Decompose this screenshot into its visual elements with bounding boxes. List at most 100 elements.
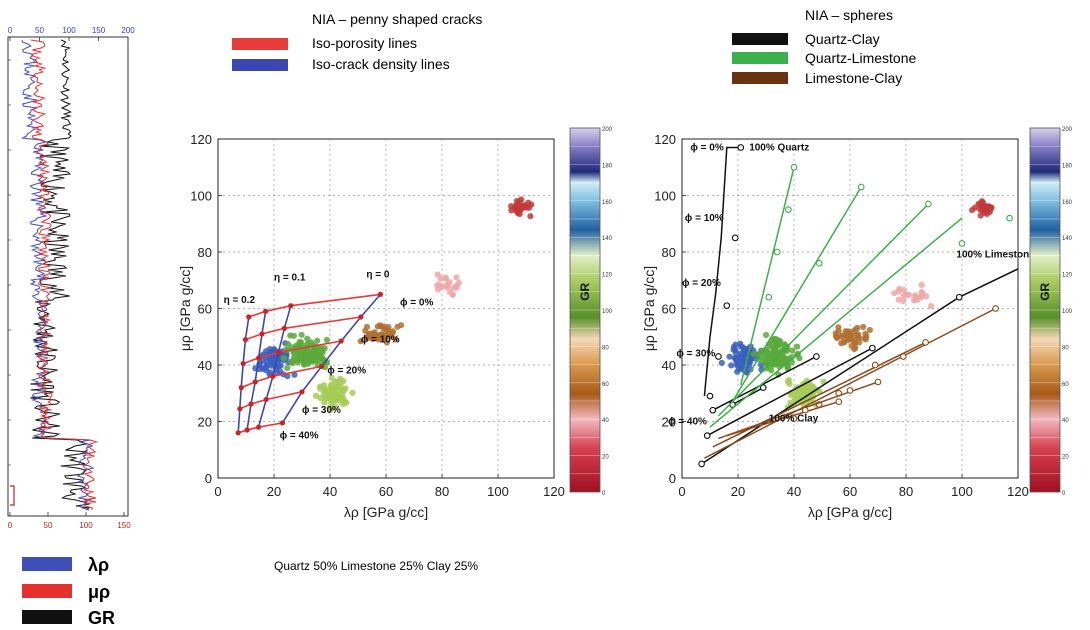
scatter-point-mid	[312, 348, 319, 355]
scatter-point-shallow	[277, 362, 284, 369]
y-tick-label: 20	[662, 415, 676, 430]
scatter-point-dense	[986, 208, 993, 216]
colorbar-tick-label: 160	[1062, 200, 1073, 206]
log-top-tick-label: 200	[121, 26, 135, 35]
scatter-point-cemented	[914, 296, 921, 303]
scatter-point-shallow	[734, 368, 741, 375]
scatter-point-limestone	[838, 340, 845, 347]
mixing-line-marker	[835, 398, 843, 406]
scatter-point-limestone	[386, 331, 393, 338]
y-tick-label: 120	[654, 132, 676, 147]
colorbar-tick-label: 60	[602, 382, 609, 388]
mu-rho-curve	[30, 39, 99, 511]
y-axis-label: μρ [GPa g/cc]	[177, 266, 193, 351]
iso-porosity-node	[256, 355, 262, 361]
iso-crack-density-line	[237, 316, 250, 433]
scatter-point-limestone	[380, 325, 387, 332]
plot-annotation: ϕ = 40%	[280, 430, 319, 441]
mixing-line	[709, 217, 963, 428]
lambda-rho-curve	[20, 39, 95, 511]
legend-swatch-lambda-rho	[22, 557, 72, 571]
iso-porosity-node	[288, 303, 294, 309]
y-tick-label: 80	[198, 245, 212, 260]
well-log-panel: 0 50 100 150 200 0 50 100 150 λρ μρ GR	[7, 26, 135, 628]
mixing-line-marker	[871, 361, 879, 369]
scatter-point-tight	[320, 390, 327, 397]
scatter-point-mid	[767, 350, 775, 357]
scatter-point-limestone	[383, 339, 390, 346]
mixing-line-marker	[874, 378, 882, 386]
y-tick-label: 0	[205, 471, 212, 486]
colorbar-tick-label: 100	[602, 309, 613, 315]
well-log-bottom-ticks: 0 50 100 150	[8, 512, 131, 530]
iso-porosity-node	[242, 336, 249, 343]
mixing-line-marker	[801, 406, 809, 414]
scatter-point-shallow	[728, 362, 735, 369]
plot-annotation: ϕ = 30%	[676, 349, 715, 360]
scatter-point-limestone	[374, 323, 381, 330]
scatter-point-cemented	[927, 303, 935, 310]
plot-annotation: ϕ = 0%	[400, 298, 433, 309]
mixing-line-marker	[955, 293, 963, 301]
scatter-point-limestone	[856, 339, 863, 346]
iso-porosity-node	[259, 331, 265, 337]
colorbar-tick-label: 140	[602, 236, 613, 242]
scatter-point-mid	[323, 336, 330, 343]
plot-annotation: η = 0	[366, 269, 390, 280]
scatter-point-cemented	[895, 288, 902, 295]
x-tick-label: 0	[678, 484, 685, 499]
mixing-line-marker	[709, 406, 717, 414]
x-tick-label: 60	[379, 484, 393, 499]
iso-porosity-node	[252, 379, 258, 385]
x-tick-label: 80	[435, 484, 449, 499]
chart2-header: NIA – spheres Quartz-Clay Quartz-Limesto…	[732, 7, 916, 86]
plot-annotation: ϕ = 20%	[682, 278, 721, 289]
plot-annotation: ϕ = 0%	[690, 142, 723, 153]
x-tick-label: 20	[267, 484, 281, 499]
scatter-point-cemented	[435, 281, 442, 288]
gr-curve	[30, 39, 90, 511]
scatter-point-tight	[342, 385, 349, 392]
iso-porosity-node	[237, 406, 243, 412]
y-tick-label: 40	[662, 358, 676, 373]
scatter-point-limestone	[372, 334, 379, 341]
well-log-top-ticks: 0 50 100 150 200	[8, 26, 135, 41]
scatter-point-shallow	[277, 368, 284, 375]
scatter-point-mid	[297, 354, 304, 361]
chart2-legend-swatch-quartz-clay	[732, 33, 788, 45]
x-tick-label: 60	[843, 484, 857, 499]
plot-annotation: η = 0.2	[224, 295, 256, 306]
log-bottom-tick-label: 50	[44, 521, 53, 530]
scatter-point-mid	[780, 353, 787, 360]
iso-porosity-node	[319, 363, 325, 370]
mixing-line-marker	[706, 392, 714, 400]
well-log-curves	[8, 39, 99, 511]
iso-porosity-node	[240, 360, 246, 367]
mixing-line-marker	[703, 432, 711, 439]
iso-crack-density-line	[281, 293, 382, 424]
iso-porosity-node	[275, 349, 282, 355]
scatter-point-tight	[317, 394, 324, 402]
iso-porosity-node	[238, 385, 244, 391]
mixing-line	[726, 400, 840, 437]
mixing-line-marker	[723, 302, 731, 310]
legend-swatch-mu-rho	[22, 584, 72, 598]
scatter-point-mid	[280, 354, 287, 362]
scatter-point-shallow	[733, 355, 740, 362]
scatter-point-tight	[340, 396, 347, 404]
colorbar-tick-label: 180	[1062, 163, 1073, 169]
scatter-point-shallow	[291, 371, 298, 378]
plot-annotation: ϕ = 20%	[327, 365, 366, 376]
chart1-title: NIA – penny shaped cracks	[312, 11, 482, 27]
colorbar-tick-label: 0	[602, 491, 606, 497]
scatter-point-shallow	[726, 353, 733, 360]
scatter-point-tight	[325, 386, 332, 394]
scatter-point-cemented	[918, 292, 925, 299]
scatter-point-tight	[784, 378, 792, 386]
iso-porosity-node	[248, 401, 254, 407]
chart1-legend-porosity: Iso-porosity lines	[312, 35, 417, 51]
scatter-point-limestone	[866, 326, 873, 334]
mixing-line-marker	[698, 460, 705, 468]
mixing-line	[731, 186, 862, 403]
mu-rho-base	[10, 485, 15, 506]
